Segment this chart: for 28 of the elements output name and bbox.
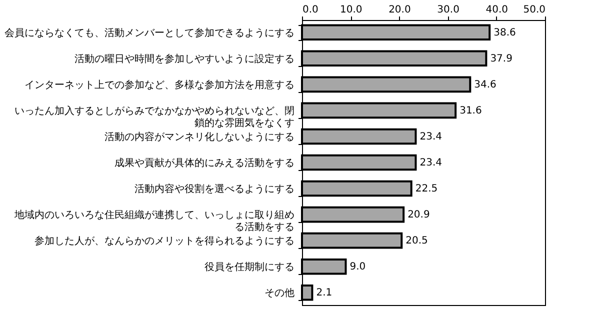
- data-label: 20.9: [408, 210, 430, 221]
- data-label: 34.6: [474, 79, 496, 90]
- x-tick-label: 40.0: [486, 4, 508, 16]
- y-tick-label: 活動の内容がマンネリ化しないようにする: [104, 130, 294, 143]
- data-label: 22.5: [415, 184, 438, 195]
- data-label: 9.0: [350, 262, 366, 273]
- x-tick-label: 0.0: [302, 4, 318, 16]
- y-tick-label: 成果や貢献が具体的にみえる活動をする: [114, 157, 294, 169]
- x-tick-label: 50.0: [523, 4, 546, 16]
- data-label: 20.5: [406, 236, 428, 247]
- y-tick-label: 参加した人が、なんらかのメリットを得られるようにする: [34, 235, 294, 248]
- y-tick-label: 地域内のいろいろな住民組織が連携して、いっしょに取り組める活動をする: [14, 209, 294, 234]
- y-tick-label: 活動内容や役割を選べるようにする: [134, 183, 294, 196]
- data-label: 38.6: [494, 27, 516, 38]
- data-label: 23.4: [420, 131, 442, 142]
- y-tick-label: 役員を任期制にする: [204, 261, 294, 274]
- y-tick-label: 会員にならなくても、活動メンバーとして参加できるようにする: [4, 26, 294, 39]
- x-tick-label: 20.0: [388, 4, 411, 16]
- y-tick-label: 活動の曜日や時間を参加しやすいように設定する: [74, 52, 294, 65]
- y-tick-label: その他: [264, 287, 294, 300]
- data-label: 2.1: [316, 288, 332, 299]
- data-label: 23.4: [420, 158, 442, 168]
- x-tick-label: 10.0: [340, 4, 362, 16]
- y-tick-label: いったん加入するとしがらみでなかなかやめられないなど、閉鎖的な雰囲気をなくす: [14, 104, 294, 129]
- data-label: 37.9: [490, 53, 512, 64]
- x-tick-label: 30.0: [437, 4, 460, 16]
- y-tick-label: インターネット上での参加など、多様な参加方法を用意する: [24, 78, 294, 91]
- data-label: 31.6: [460, 105, 482, 116]
